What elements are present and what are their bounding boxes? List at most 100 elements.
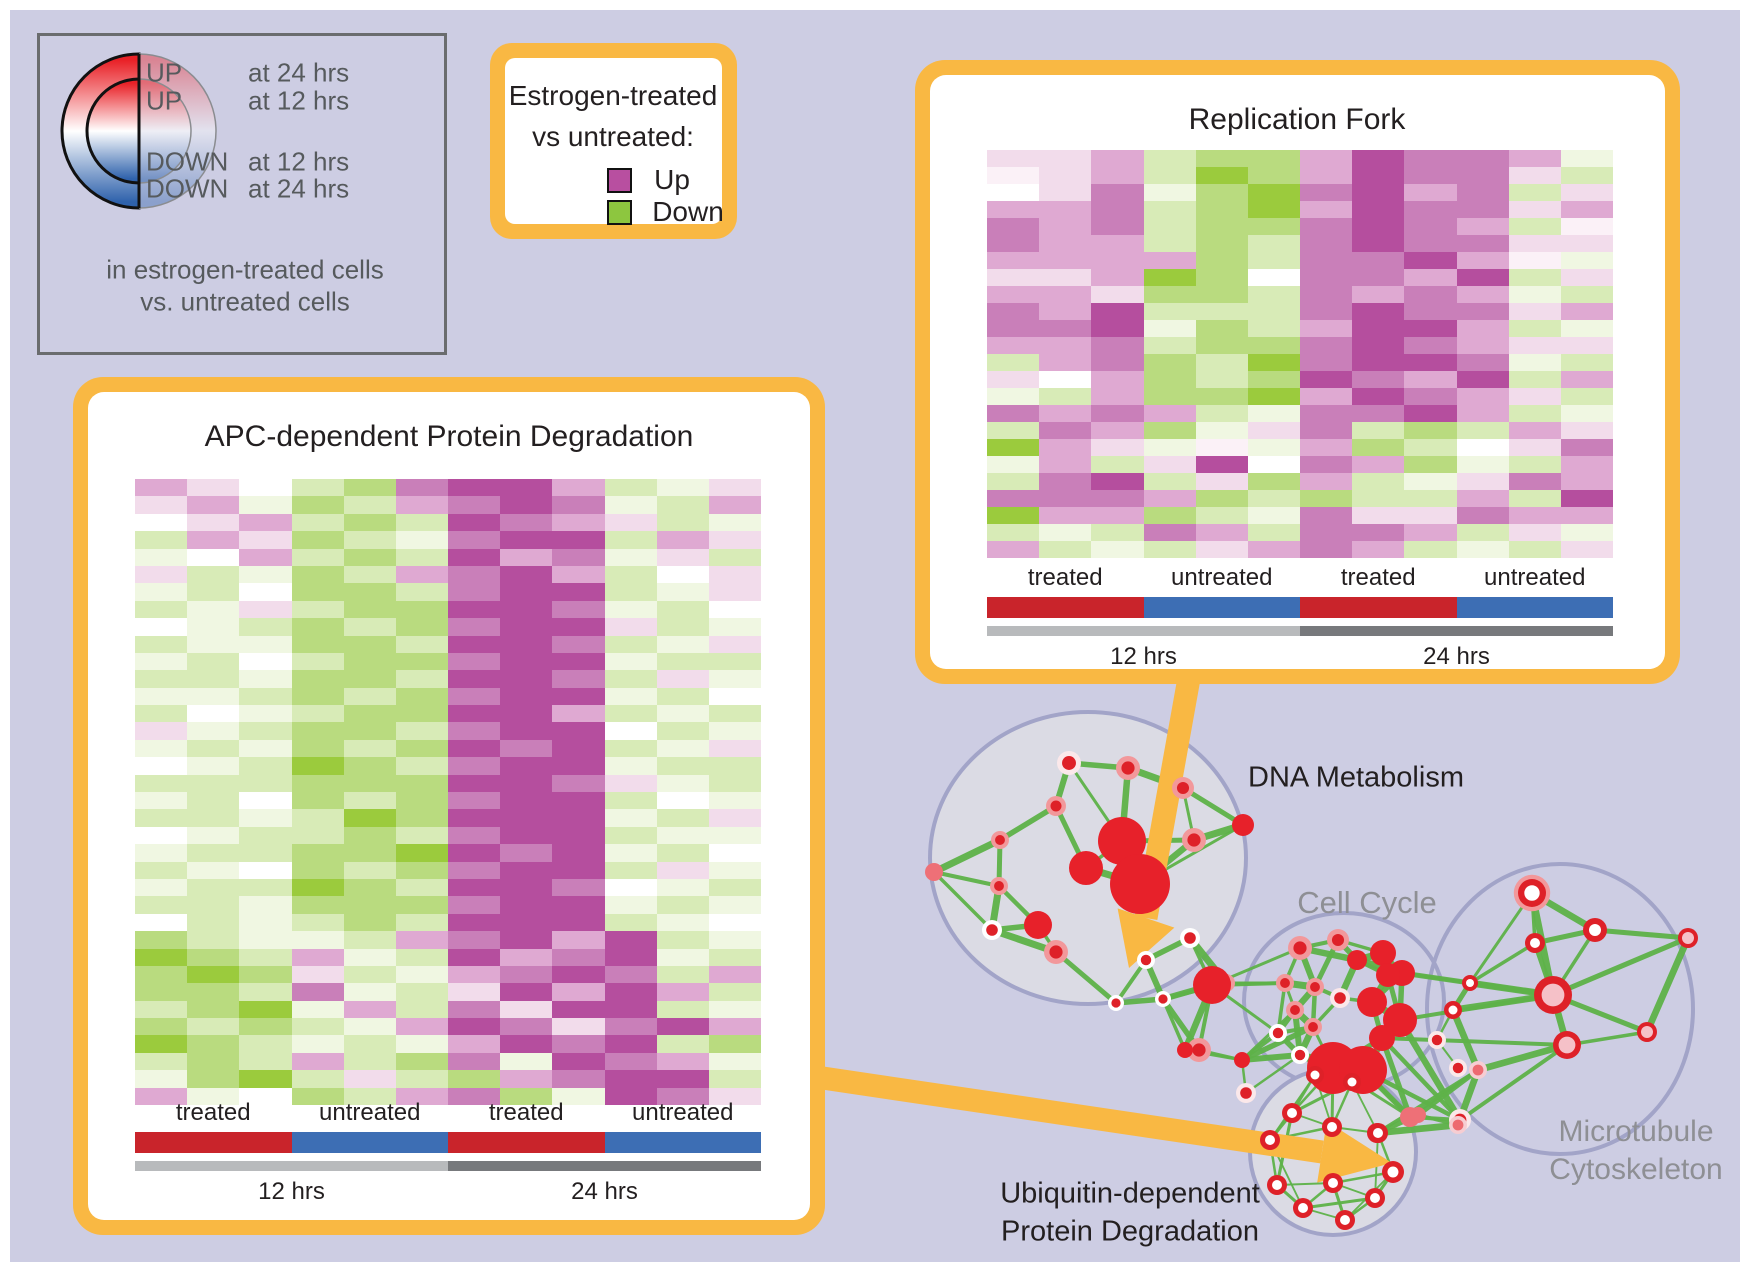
heatmap-cell — [1247, 439, 1300, 456]
heatmap-cell — [1352, 337, 1405, 354]
heatmap-cell — [1404, 235, 1457, 252]
heatmap-cell — [291, 965, 344, 984]
heatmap-cell — [987, 405, 1040, 422]
heatmap-cell — [448, 583, 501, 601]
heatmap-cell — [448, 965, 501, 984]
heatmap-cell — [1560, 286, 1613, 303]
heatmap-cell — [239, 983, 292, 1001]
heatmap-cell — [604, 1035, 657, 1053]
heatmap-cell — [708, 496, 761, 514]
heatmap-cell — [135, 878, 188, 897]
heatmap-cell — [604, 1052, 657, 1071]
heatmap-cell — [291, 1087, 344, 1105]
heatmap-cell — [187, 844, 240, 862]
heatmap-cell — [343, 896, 396, 914]
heatmap-cell — [1039, 286, 1092, 303]
heatmap-cell — [187, 1052, 240, 1071]
heatmap-cell — [987, 473, 1040, 490]
heatmap-cell — [1091, 218, 1144, 235]
heatmap-cell — [1300, 201, 1353, 218]
down-swatch — [607, 200, 632, 225]
heatmap-cell — [395, 479, 448, 497]
heatmap-cell — [500, 705, 553, 723]
heatmap-cell — [187, 757, 240, 775]
heatmap-cell — [987, 201, 1040, 218]
apc-panel: APC-dependent Protein Degradation treate… — [73, 377, 825, 1235]
heatmap-cell — [1404, 269, 1457, 286]
heatmap-cell — [656, 1035, 709, 1053]
heatmap-cell — [500, 844, 553, 862]
heatmap-cell — [552, 548, 605, 566]
heatmap-cell — [708, 896, 761, 914]
heatmap-cell — [1456, 524, 1509, 541]
heatmap-cell — [448, 600, 501, 619]
heatmap-cell — [395, 965, 448, 984]
heatmap-cell — [708, 844, 761, 862]
heatmap-cell — [135, 583, 188, 601]
heatmap-cell — [1091, 456, 1144, 473]
heatmap-cell — [187, 931, 240, 949]
heatmap-cell — [500, 1035, 553, 1053]
heatmap-cell — [239, 948, 292, 966]
heatmap-cell — [1143, 439, 1196, 456]
heatmap-cell — [1143, 422, 1196, 439]
heatmap-cell — [1143, 354, 1196, 371]
heatmap-cell — [1300, 456, 1353, 473]
gene-node-donut — [1287, 1108, 1297, 1118]
network-edge — [930, 836, 1004, 876]
heatmap-cell — [1143, 507, 1196, 524]
heatmap-cell — [1039, 320, 1092, 337]
gene-node-pinkring — [1290, 1005, 1300, 1015]
heatmap-cell — [987, 320, 1040, 337]
heatmap-cell — [1247, 337, 1300, 354]
heatmap-cell — [1195, 541, 1248, 558]
heatmap-cell — [291, 809, 344, 827]
heatmap-cell — [135, 479, 188, 497]
heatmap-cell — [395, 548, 448, 566]
gene-node-donutpink — [1641, 1026, 1653, 1038]
heatmap-cell — [656, 792, 709, 810]
heatmap-cell — [656, 687, 709, 706]
heatmap-cell — [987, 388, 1040, 405]
heatmap-cell — [1091, 354, 1144, 371]
microtubule-label-1: Microtubule — [1558, 1115, 1714, 1148]
heatmap-cell — [239, 809, 292, 827]
heatmap-cell — [1300, 405, 1353, 422]
cell-cycle-label: Cell Cycle — [1297, 885, 1437, 920]
condition-bar-segment — [1300, 597, 1457, 618]
heatmap-cell — [239, 600, 292, 619]
gene-node-pinkring — [1331, 933, 1345, 947]
heatmap-cell — [1143, 371, 1196, 388]
heatmap-cell — [1508, 354, 1561, 371]
heatmap-cell — [500, 496, 553, 514]
replication-fork-panel: Replication Fork treated untreated treated… — [915, 60, 1680, 684]
heatmap-cell — [395, 635, 448, 653]
heatmap-cell — [1560, 320, 1613, 337]
heatmap-cell — [500, 931, 553, 949]
heatmap-cell — [1091, 286, 1144, 303]
gene-node-solid — [1098, 817, 1146, 865]
heatmap-cell — [1247, 269, 1300, 286]
heatmap-cell — [1143, 456, 1196, 473]
heatmap-cell — [1039, 354, 1092, 371]
heatmap-cell — [1091, 473, 1144, 490]
gene-node-donut — [1370, 1193, 1380, 1203]
heatmap-cell — [343, 687, 396, 706]
heatmap-cell — [1300, 439, 1353, 456]
heatmap-cell — [1404, 507, 1457, 524]
heatmap-cell — [239, 913, 292, 932]
heatmap-cell — [239, 774, 292, 792]
heatmap-cell — [343, 931, 396, 949]
heatmap-cell — [708, 983, 761, 1001]
heatmap-cell — [552, 774, 605, 792]
heatmap-cell — [1247, 235, 1300, 252]
heatmap-cell — [1247, 371, 1300, 388]
heatmap-cell — [1560, 252, 1613, 269]
heatmap-cell — [1404, 150, 1457, 167]
heatmap-cell — [656, 1052, 709, 1071]
network-edge — [1550, 935, 1691, 998]
heatmap-cell — [1560, 388, 1613, 405]
heatmap-cell — [1039, 269, 1092, 286]
heatmap-cell — [239, 618, 292, 636]
heatmap-cell — [1456, 388, 1509, 405]
